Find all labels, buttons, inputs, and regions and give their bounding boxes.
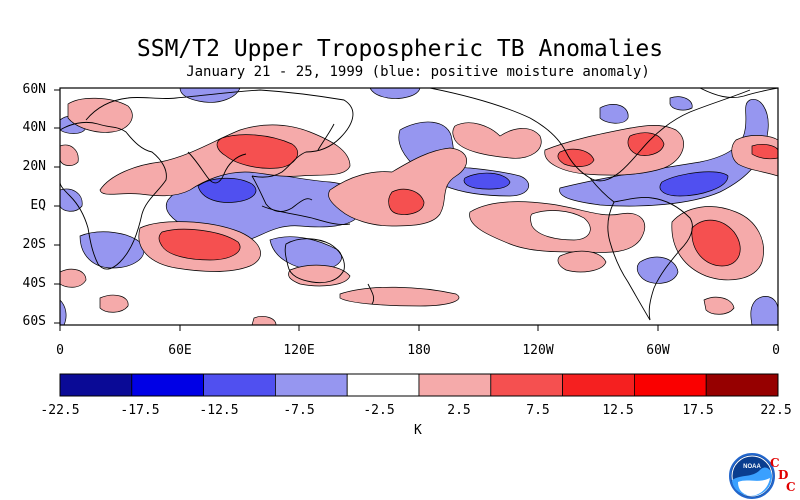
lat-label-40s: 40S [22,276,46,291]
lat-label-60s: 60S [22,314,46,329]
coastlines [60,88,778,321]
coastline-africa [60,121,167,270]
lon-label-60w: 60W [646,343,670,358]
map-title: SSM/T2 Upper Tropospheric TB Anomalies [136,36,664,62]
colorbar-tick-label: 7.5 [526,403,550,418]
noaa-logo: NOAA [729,453,775,499]
neg-anomaly-region [197,177,257,203]
colorbar-tick-label: 17.5 [682,403,714,418]
cdc-letter: C [770,456,780,470]
pos-anomaly-region [452,122,542,159]
colorbar [59,373,779,397]
neg-anomaly-region [463,172,511,190]
lat-label-40n: 40N [22,120,46,135]
colorbar-tick-label: -2.5 [363,403,395,418]
pos-anomaly-region [691,219,741,267]
pos-anomaly-region [388,188,425,215]
lon-label-0-east: 0 [772,343,780,358]
pos-anomaly-region [339,286,460,307]
colorbar-swatch [634,373,707,397]
lon-label-120w: 120W [522,343,554,358]
pos-anomaly-region [158,228,241,261]
colorbar-swatch [705,373,779,397]
neg-anomaly-region [659,171,729,197]
pos-anomaly-region [67,97,133,133]
coastline-se-asia [251,175,313,212]
lon-label-120e: 120E [283,343,315,358]
lat-label-eq: EQ [30,198,46,213]
colorbar-swatch [131,373,205,397]
pos-anomaly-region [99,294,129,313]
neg-anomaly-region [179,88,241,103]
colorbar-tick-label: 12.5 [602,403,634,418]
anomaly-contours [60,88,778,325]
lat-label-20s: 20S [22,237,46,252]
pos-anomaly-region [288,264,351,287]
coastline-south-america-west [607,201,651,321]
pos-anomaly-region [216,134,298,169]
coastline-north-america [429,88,751,182]
colorbar-tick-label: 2.5 [447,403,471,418]
lon-label-60e: 60E [168,343,192,358]
pos-anomaly-region [60,144,79,166]
colorbar-frame [59,373,779,397]
colorbar-swatch [490,373,563,397]
neg-anomaly-region [60,188,83,212]
colorbar-tick-label: 22.5 [760,403,792,418]
coastline-indonesia [261,205,351,225]
lat-label-20n: 20N [22,159,46,174]
colorbar-tick-label: -17.5 [120,403,160,418]
pos-anomaly-region [557,250,607,273]
coastline-greenland [699,88,778,99]
coastline-south-america [613,197,693,321]
pos-anomaly-region [328,147,467,227]
colorbar-units: K [414,423,422,438]
cdc-letter: C [786,480,796,494]
coastline-europe-asia [85,89,354,178]
colorbar-swatch [274,373,348,397]
colorbar-tick-label: -7.5 [283,403,315,418]
neg-anomaly-region [750,296,778,325]
neg-anomaly-region [599,104,629,124]
colorbar-swatch [346,373,420,397]
axis-ticks [54,89,779,331]
neg-anomaly-region [669,96,693,111]
noaa-logo-text: NOAA [743,464,761,470]
pos-anomaly-region [703,296,735,315]
neg-anomaly-region [636,256,679,284]
coastline-central-america [589,177,615,203]
colorbar-swatch [203,373,276,397]
colorbar-tick-label: -12.5 [199,403,239,418]
neg-anomaly-region [269,236,342,271]
coastline-new-zealand [367,283,375,305]
colorbar-swatch [418,373,492,397]
colorbar-tick-label: -22.5 [40,403,80,418]
neg-anomaly-region [60,299,67,325]
pos-anomaly-region [530,210,591,241]
colorbar-swatch [562,373,635,397]
lat-label-60n: 60N [22,82,46,97]
pos-anomaly-region [751,144,778,160]
coastline-japan [317,123,335,151]
colorbar-swatch [59,373,133,397]
cdc-letter: D [778,468,789,482]
pos-anomaly-region [60,268,87,288]
coastline-india [187,151,247,184]
pos-anomaly-region [251,316,277,325]
coastline-australia [284,238,345,284]
lon-label-180: 180 [407,343,431,358]
lon-label-0: 0 [56,343,64,358]
neg-anomaly-region [369,88,421,99]
map-subtitle: January 21 - 25, 1999 (blue: positive mo… [186,64,650,80]
